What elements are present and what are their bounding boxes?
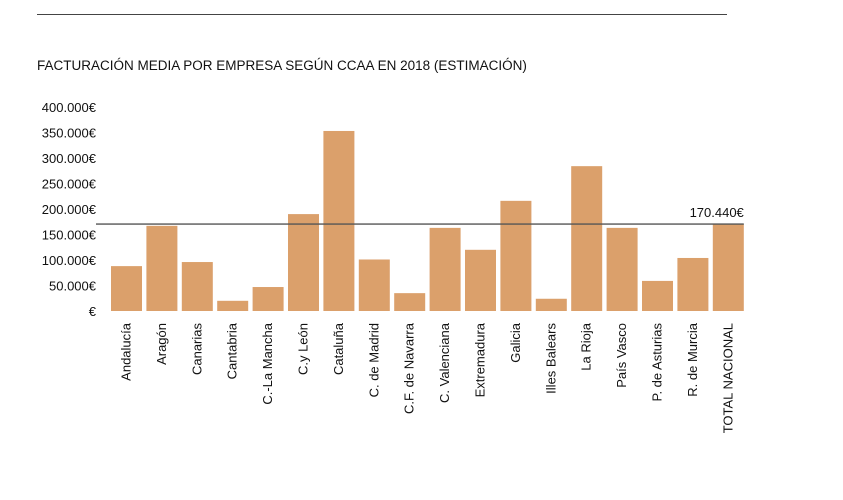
x-tick-label: C.F. de Navarra <box>402 322 417 414</box>
x-tick-label: La Rioja <box>579 322 594 370</box>
bar <box>111 266 142 311</box>
bar <box>252 287 284 311</box>
bar <box>358 259 390 311</box>
y-tick-label: 200.000€ <box>42 202 97 217</box>
x-tick-label: Andalucía <box>119 322 134 381</box>
y-tick-label: 400.000€ <box>42 100 97 115</box>
x-tick-label: C.y León <box>296 323 311 375</box>
x-tick-label: Canarias <box>189 323 204 376</box>
y-tick-label: 250.000€ <box>42 177 97 192</box>
y-tick-label: 50.000€ <box>49 279 97 294</box>
bar <box>217 300 249 311</box>
y-tick-label: 100.000€ <box>42 253 97 268</box>
bar <box>677 257 709 311</box>
bar <box>535 298 567 311</box>
x-tick-label: País Vasco <box>614 323 629 388</box>
x-tick-label: Cantabria <box>225 322 240 379</box>
x-tick-label: C. Valenciana <box>437 322 452 403</box>
x-tick-label: C.-La Mancha <box>260 322 275 404</box>
bar <box>146 225 178 311</box>
bar <box>500 200 532 311</box>
x-tick-label: Aragón <box>154 323 169 365</box>
bar <box>323 130 355 311</box>
bar <box>394 293 426 311</box>
x-tick-label: Cataluña <box>331 322 346 375</box>
x-tick-label: C. de Madrid <box>366 323 381 397</box>
x-tick-label: Illes Balears <box>543 323 558 394</box>
bar <box>571 166 603 311</box>
bar <box>712 224 744 311</box>
x-tick-label: R. de Murcia <box>685 322 700 396</box>
reference-line-label: 170.440€ <box>690 205 745 220</box>
y-tick-label: 150.000€ <box>42 228 97 243</box>
x-tick-label: TOTAL NACIONAL <box>720 323 735 433</box>
bar <box>606 227 638 311</box>
chart-title: FACTURACIÓN MEDIA POR EMPRESA SEGÚN CCAA… <box>37 58 527 73</box>
bar <box>288 214 319 311</box>
bar <box>429 227 461 311</box>
bar <box>465 249 496 311</box>
x-tick-label: P. de Asturias <box>650 323 665 402</box>
y-tick-label: 300.000€ <box>42 151 97 166</box>
top-divider <box>37 14 727 15</box>
x-tick-label: Extremadura <box>473 322 488 397</box>
y-tick-label: € <box>89 304 97 319</box>
bar <box>181 262 213 311</box>
x-tick-label: Galicia <box>508 322 523 363</box>
bar <box>642 280 673 311</box>
y-tick-label: 350.000€ <box>42 126 97 141</box>
